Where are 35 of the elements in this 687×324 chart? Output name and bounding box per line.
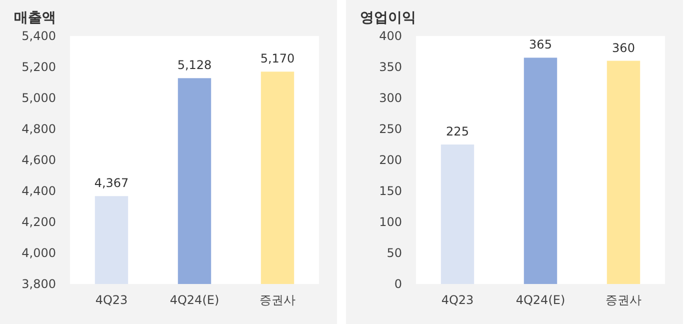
x-tick-label: 4Q23 xyxy=(441,293,474,307)
x-tick-label: 4Q23 xyxy=(95,293,128,307)
y-tick-label: 4,800 xyxy=(22,122,56,136)
data-label: 5,128 xyxy=(177,58,212,72)
x-tick-label: 증권사 xyxy=(606,293,642,307)
data-label: 225 xyxy=(446,124,469,138)
y-tick-label: 300 xyxy=(379,91,402,106)
y-tick-label: 5,200 xyxy=(22,60,56,74)
y-tick-label: 5,400 xyxy=(22,29,56,44)
y-tick-label: 4,000 xyxy=(22,246,56,260)
chart-title: 매출액 xyxy=(14,10,56,26)
y-tick-label: 3,800 xyxy=(22,277,56,292)
y-tick-label: 4,400 xyxy=(22,184,56,198)
x-tick-label: 4Q24(E) xyxy=(170,293,220,307)
y-tick-label: 5,000 xyxy=(22,91,56,106)
data-label: 5,170 xyxy=(260,52,295,66)
data-label: 4,367 xyxy=(94,176,129,190)
x-tick-label: 4Q24(E) xyxy=(516,293,566,307)
y-tick-label: 4,200 xyxy=(22,215,56,230)
y-tick-label: 150 xyxy=(379,184,402,198)
y-tick-label: 4,600 xyxy=(22,153,56,168)
y-tick-label: 50 xyxy=(386,246,402,260)
data-label: 360 xyxy=(612,40,635,55)
y-tick-label: 350 xyxy=(379,60,402,74)
bar xyxy=(524,58,558,284)
bar xyxy=(606,60,640,284)
x-tick-label: 증권사 xyxy=(260,293,296,307)
y-tick-label: 0 xyxy=(394,277,402,292)
chart-title: 영업이익 xyxy=(360,10,416,26)
data-label: 365 xyxy=(529,38,552,52)
y-tick-label: 400 xyxy=(379,29,402,44)
y-tick-label: 200 xyxy=(379,153,402,168)
y-tick-label: 250 xyxy=(379,122,402,136)
bar xyxy=(440,144,474,284)
y-tick-label: 100 xyxy=(379,215,402,230)
